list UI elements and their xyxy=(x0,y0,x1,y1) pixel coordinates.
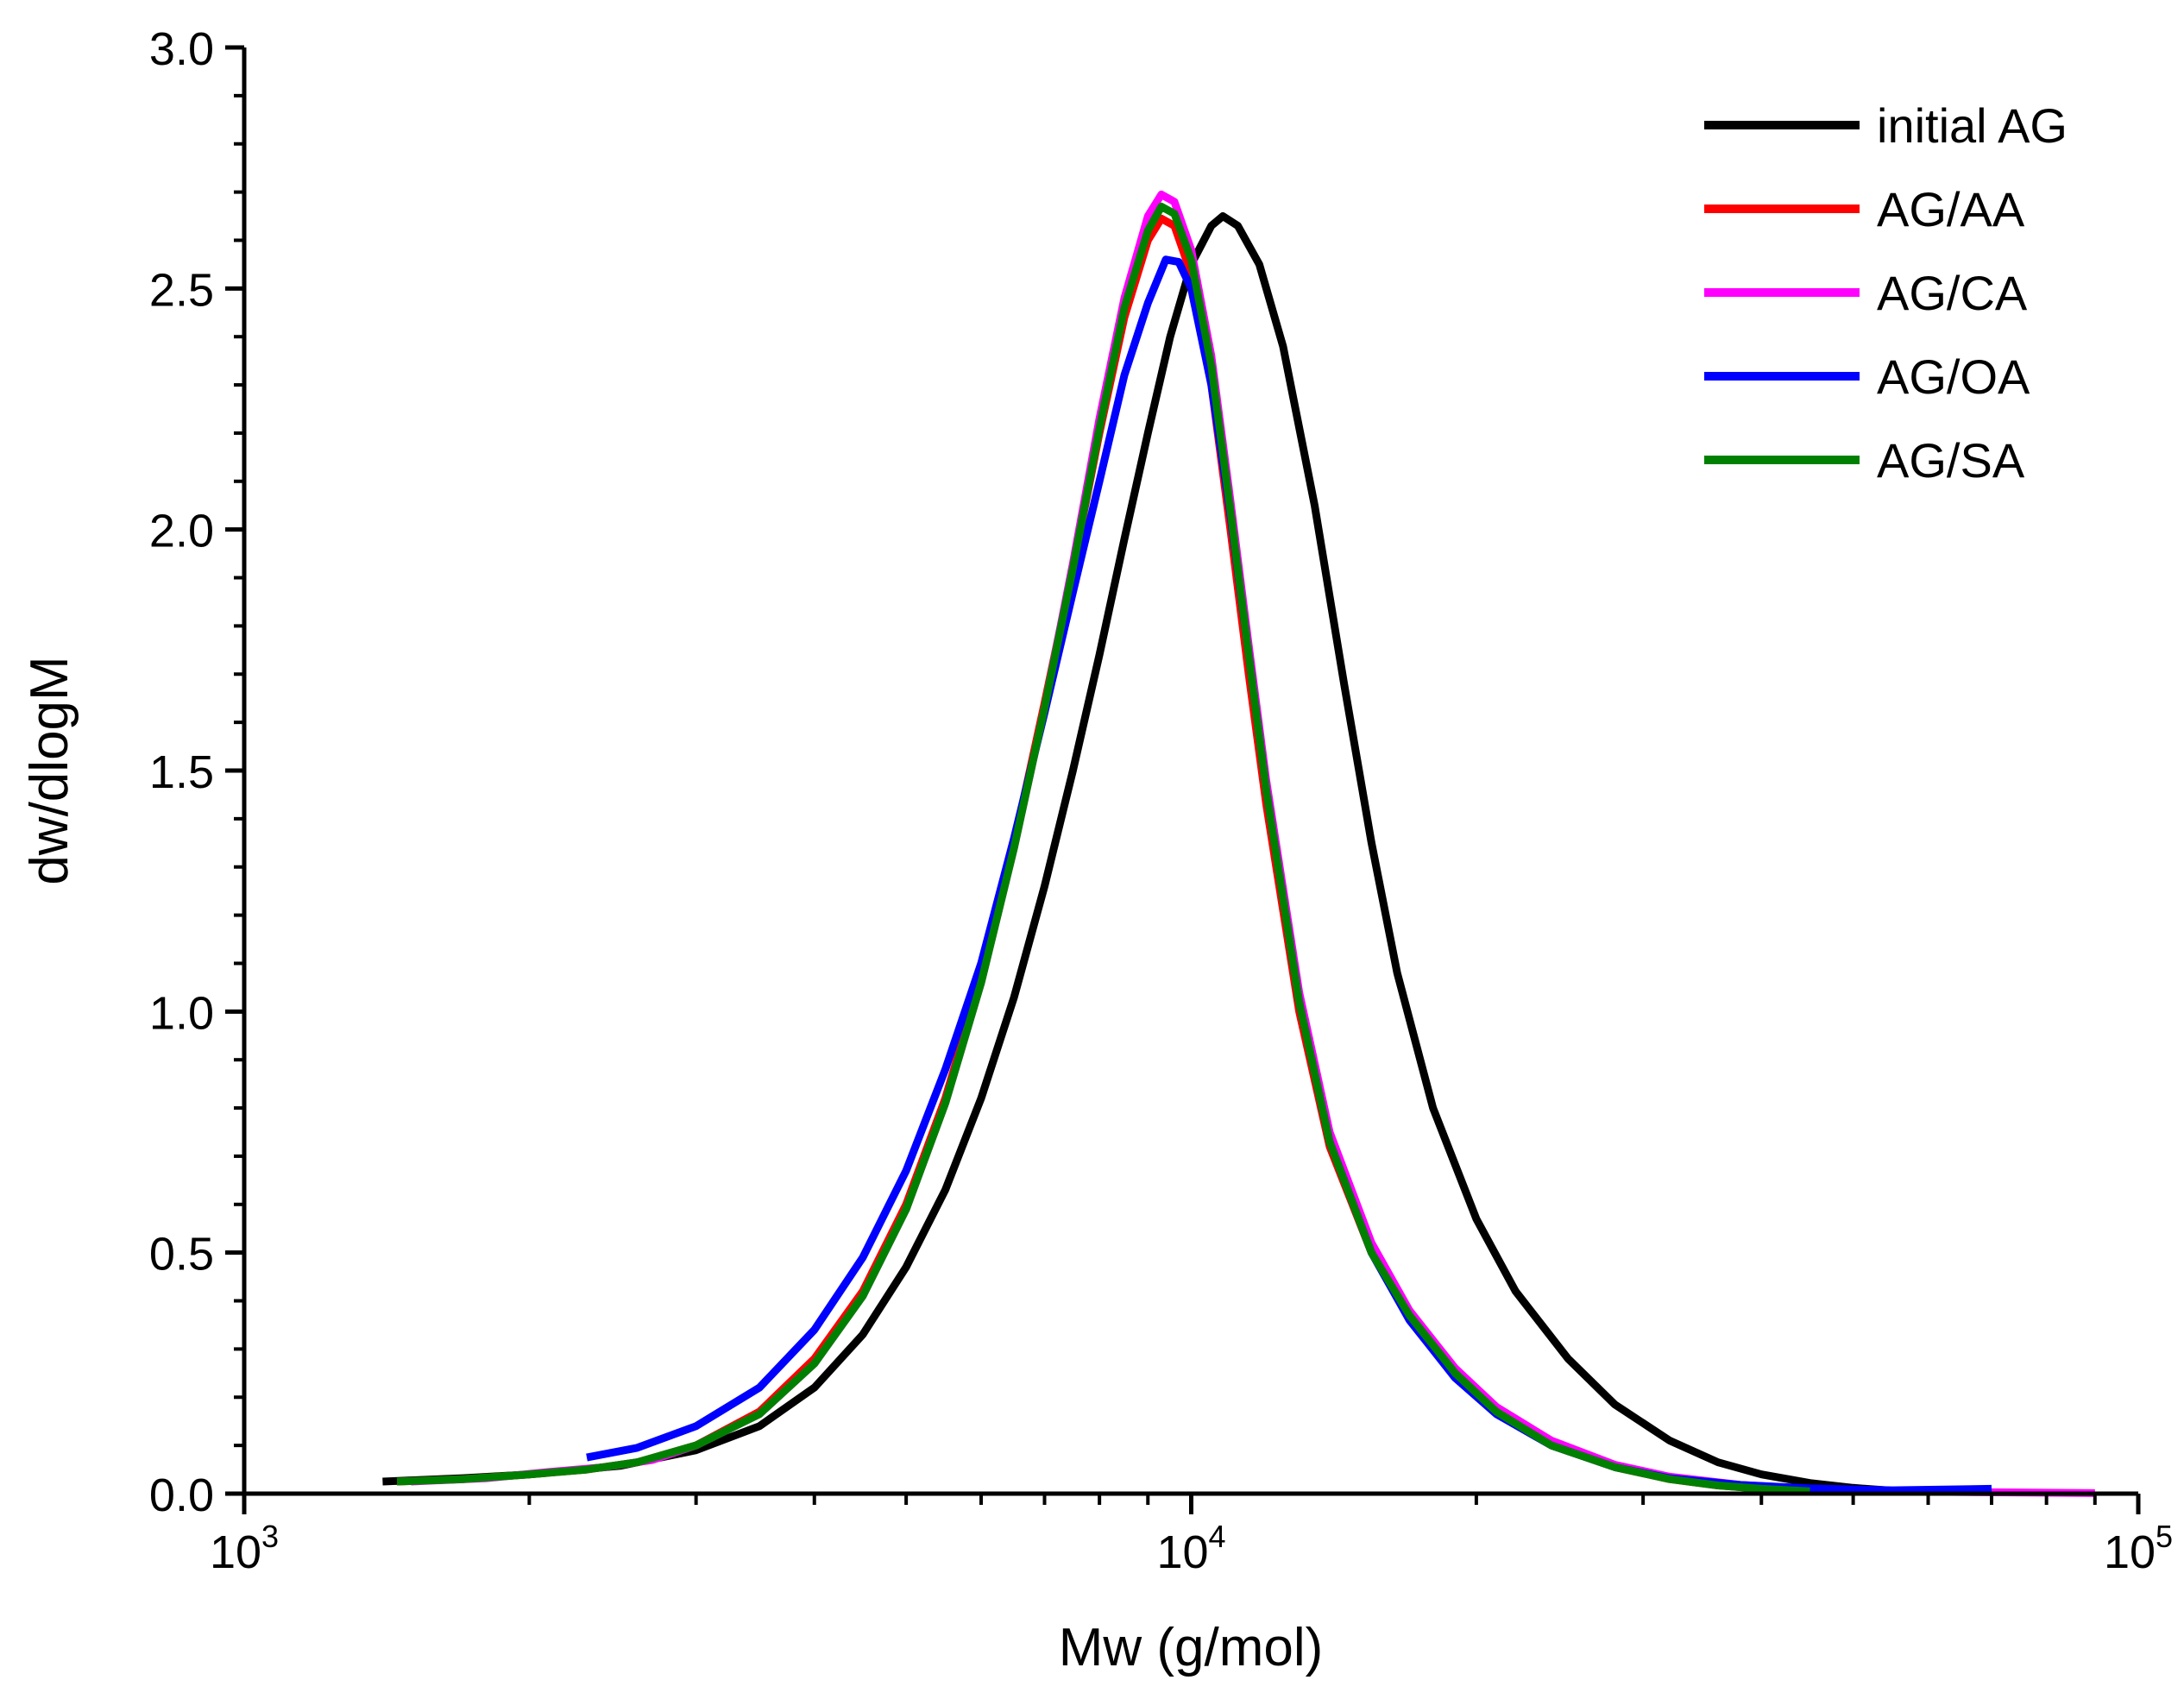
axes-layer: 103 104 105 0.00.51.01.52.02.53.0 xyxy=(149,23,2173,1578)
y-tick-label: 1.0 xyxy=(149,987,214,1039)
x-tick-label: 104 xyxy=(1156,1519,1225,1578)
y-tick-label: 2.0 xyxy=(149,506,214,557)
plot-area: 103 104 105 0.00.51.01.52.02.53.0 Mw (g/mo… xyxy=(20,23,2173,1677)
y-tick-label: 0.5 xyxy=(149,1229,214,1281)
legend-label-initial-ag: initial AG xyxy=(1877,98,2068,153)
x-tick-label: 105 xyxy=(2104,1519,2173,1578)
legend-label-ag-aa: AG/AA xyxy=(1877,182,2025,236)
series-line-initial-ag xyxy=(382,212,1893,1495)
y-tick-label: 1.5 xyxy=(149,746,214,798)
legend-label-ag-sa: AG/SA xyxy=(1877,433,2025,488)
x-tick-label: 103 xyxy=(210,1519,279,1578)
y-ticks: 0.0 0.5 1.0 1.5 2.0 2.5 3.0 xyxy=(149,23,244,1521)
y-tick-label: 0.0 xyxy=(149,1469,214,1521)
x-major-ticks: 103 104 105 xyxy=(210,1494,2173,1578)
x-tick-label-base: 10 xyxy=(210,1526,261,1578)
y-tick-label: 3.0 xyxy=(149,23,214,75)
x-minor-ticks xyxy=(527,1494,2097,1505)
y-tick-label: 2.5 xyxy=(149,264,214,316)
x-tick-label-base: 10 xyxy=(2104,1526,2156,1578)
y-axis-label: dw/dlogM xyxy=(20,656,79,884)
x-axis-label: Mw (g/mol) xyxy=(1059,1618,1324,1677)
series-layer xyxy=(382,190,2095,1497)
x-tick-label-exponent: 3 xyxy=(261,1519,279,1554)
legend-label-ag-ca: AG/CA xyxy=(1877,266,2028,320)
legend-label-ag-oa: AG/OA xyxy=(1877,349,2030,404)
series-line-ag-sa xyxy=(396,202,1810,1495)
x-tick-label-base: 10 xyxy=(1156,1526,1208,1578)
x-tick-label-exponent: 5 xyxy=(2156,1519,2173,1554)
legend: initial AG AG/AA AG/CA AG/OA AG/SA xyxy=(1704,98,2068,488)
x-tick-label-exponent: 4 xyxy=(1209,1519,1226,1554)
